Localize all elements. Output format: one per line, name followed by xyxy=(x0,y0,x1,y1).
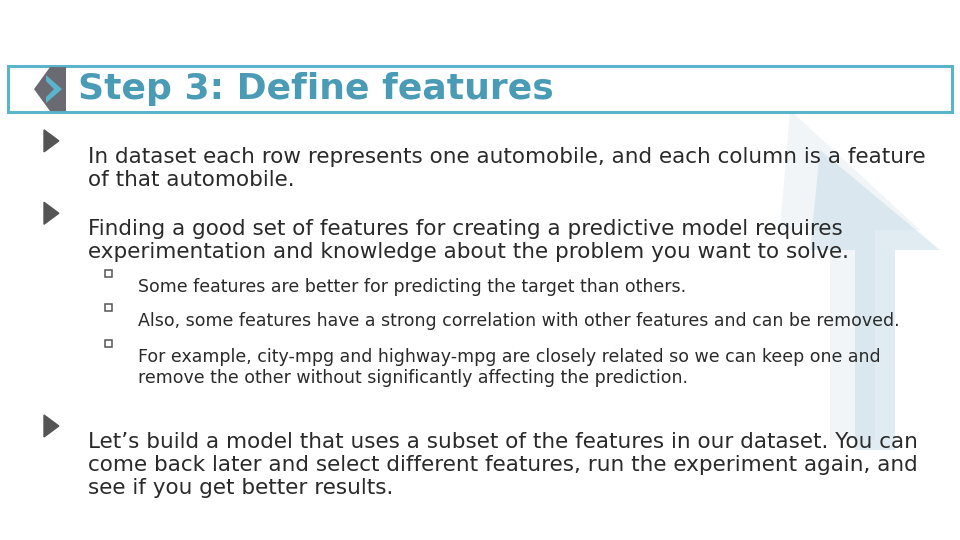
Text: Step 3: Define features: Step 3: Define features xyxy=(78,72,554,106)
Polygon shape xyxy=(44,415,59,437)
Polygon shape xyxy=(810,150,940,450)
Text: Let’s build a model that uses a subset of the features in our dataset. You can
c: Let’s build a model that uses a subset o… xyxy=(88,432,918,498)
Polygon shape xyxy=(44,130,59,152)
Text: Finding a good set of features for creating a predictive model requires
experime: Finding a good set of features for creat… xyxy=(88,219,849,262)
Bar xyxy=(105,340,111,347)
Bar xyxy=(8,66,952,112)
Text: In dataset each row represents one automobile, and each column is a feature
of t: In dataset each row represents one autom… xyxy=(88,147,925,190)
Bar xyxy=(105,269,111,276)
Text: For example, city-mpg and highway-mpg are closely related so we can keep one and: For example, city-mpg and highway-mpg ar… xyxy=(138,348,880,387)
Text: Also, some features have a strong correlation with other features and can be rem: Also, some features have a strong correl… xyxy=(138,312,900,330)
Polygon shape xyxy=(46,75,62,103)
Text: Some features are better for predicting the target than others.: Some features are better for predicting … xyxy=(138,278,686,296)
Polygon shape xyxy=(44,202,59,224)
Polygon shape xyxy=(34,67,66,111)
Polygon shape xyxy=(780,110,920,440)
Bar xyxy=(105,303,111,310)
